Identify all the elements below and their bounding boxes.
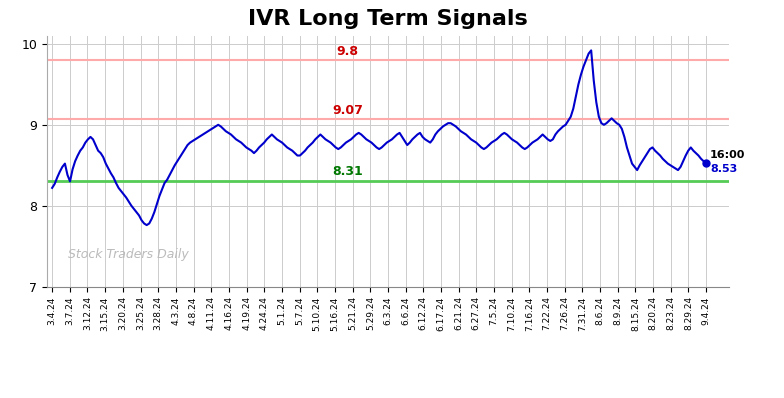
Text: 9.07: 9.07 [332,104,363,117]
Text: 8.53: 8.53 [710,164,737,174]
Text: Stock Traders Daily: Stock Traders Daily [67,248,188,261]
Title: IVR Long Term Signals: IVR Long Term Signals [249,9,528,29]
Text: 8.31: 8.31 [332,165,363,178]
Text: 9.8: 9.8 [336,45,358,58]
Point [700,160,713,166]
Text: 16:00: 16:00 [710,150,746,160]
